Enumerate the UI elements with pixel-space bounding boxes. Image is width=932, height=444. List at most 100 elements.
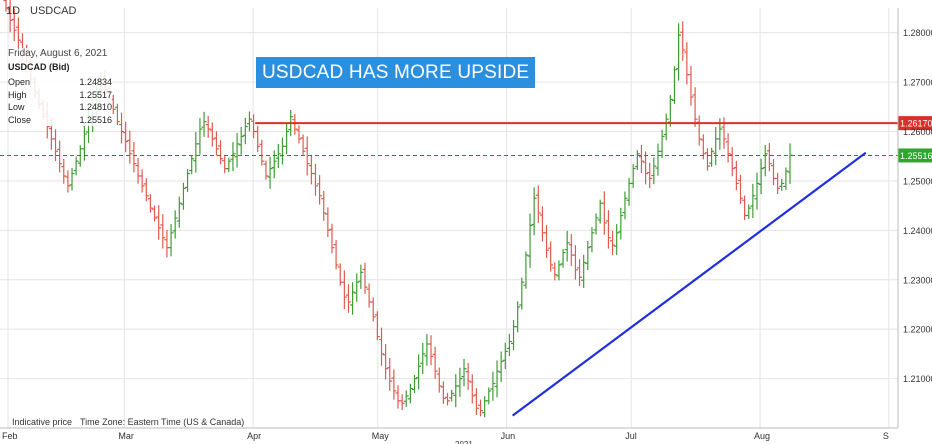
ohlc-bar [325, 207, 331, 238]
y-tick-label: 1.27000 [903, 78, 932, 88]
ohlc-bar [465, 362, 471, 390]
ohlc-bar [762, 145, 768, 177]
ohlc-bar [341, 270, 347, 309]
ohlc-bar [655, 143, 661, 176]
ohlc-bar [383, 344, 389, 380]
ohlc-bar [754, 172, 760, 210]
ohlc-bar [267, 156, 273, 189]
ohlc-bar [539, 206, 545, 242]
ohlc-bar [680, 21, 686, 61]
current-price-label: 1.25516 [900, 151, 932, 161]
ohlc-bar [688, 65, 694, 106]
y-tick-label: 1.28000 [903, 28, 932, 38]
ohlc-bar [131, 142, 137, 173]
ohlc-bar [779, 178, 785, 191]
ohlc-bar [523, 251, 529, 289]
ohlc-bar [663, 113, 669, 141]
ohlc-date: Friday, August 6, 2021 [8, 48, 108, 59]
ohlc-bar [667, 94, 673, 127]
ohlc-bar [630, 163, 636, 189]
ohlc-bar [300, 134, 306, 155]
ohlc-bar [312, 163, 318, 196]
timezone-note: Time Zone: Eastern Time (US & Canada) [80, 417, 245, 427]
ohlc-bar [412, 375, 418, 394]
ohlc-label: Low [8, 102, 25, 112]
ohlc-bars [3, 0, 793, 418]
current-price-tag [898, 148, 932, 163]
ohlc-bar [502, 342, 508, 370]
ohlc-bar [193, 132, 199, 173]
ohlc-bar [676, 23, 682, 81]
ohlc-label: High [8, 89, 27, 100]
resistance-label: 1.26170 [900, 119, 932, 129]
ohlc-bar [511, 320, 517, 351]
ohlc-bar [81, 122, 87, 161]
ohlc-bar [354, 273, 360, 302]
ohlc-bar [572, 245, 578, 280]
timeframe-label[interactable]: 1D [6, 5, 21, 17]
ohlc-bar [152, 205, 158, 222]
ohlc-bar [490, 371, 496, 401]
ohlc-bar [57, 140, 63, 173]
y-tick-label: 1.24000 [903, 226, 932, 236]
ohlc-bar [172, 210, 178, 239]
ohlc-bar [201, 111, 207, 137]
ohlc-bar [420, 343, 426, 375]
ohlc-bar [213, 131, 219, 156]
ohlc-bar [255, 125, 261, 152]
ohlc-label: Open [8, 77, 31, 87]
support-trendline [511, 151, 867, 417]
y-tick-label: 1.21000 [903, 374, 932, 384]
ohlc-bar [713, 127, 719, 166]
ohlc-bar [634, 150, 640, 171]
ohlc-bar [350, 282, 356, 315]
ohlc-bar [684, 42, 690, 85]
ohlc-bar [601, 191, 607, 235]
x-tick-label: May [372, 431, 390, 441]
ohlc-bar [519, 277, 525, 310]
ohlc-bar [15, 17, 21, 50]
ohlc-bar [395, 385, 401, 409]
ohlc-bar [370, 297, 376, 322]
ohlc-bar [345, 284, 351, 313]
ohlc-bar [378, 327, 384, 366]
ohlc-bar [275, 143, 281, 168]
ohlc-bar [234, 133, 240, 168]
x-tick-label: Jul [625, 431, 637, 441]
ohlc-bar [783, 167, 789, 190]
ohlc-bar [469, 374, 475, 404]
ohlc-bar [284, 123, 290, 155]
ohlc-bar [317, 175, 323, 205]
ohlc-bar [610, 230, 616, 255]
ohlc-value: 1.24810 [79, 102, 112, 112]
y-tick-label: 1.26000 [903, 127, 932, 137]
ohlc-bar [577, 259, 583, 287]
ohlc-bar [618, 207, 624, 240]
ohlc-value: 1.24834 [79, 77, 112, 87]
ohlc-bar [424, 334, 430, 366]
ohlc-bar [461, 358, 467, 387]
ohlc-bar [766, 143, 772, 172]
resistance-tag [898, 116, 932, 131]
ohlc-bar [671, 66, 677, 104]
ohlc-bar [531, 187, 537, 236]
ohlc-bar [143, 178, 149, 202]
ohlc-bar [119, 112, 125, 144]
x-tick-label: S [883, 431, 889, 441]
ohlc-bar [737, 174, 743, 204]
ohlc-bar [556, 260, 562, 281]
ohlc-value: 1.25516 [79, 114, 112, 125]
ohlc-bar [453, 374, 459, 408]
ohlc-bar [226, 157, 232, 173]
ohlc-bar [750, 183, 756, 218]
ohlc-bar [643, 151, 649, 185]
symbol-label[interactable]: USDCAD [30, 5, 77, 17]
ohlc-row-open: Open 1.24834 [8, 76, 112, 89]
ohlc-bar [440, 381, 446, 404]
ohlc-bar [449, 389, 455, 402]
y-tick-label: 1.25000 [903, 176, 932, 186]
ohlc-bar [279, 137, 285, 165]
ohlc-bar [515, 301, 521, 333]
ohlc-row-high: High 1.25517 [8, 89, 112, 102]
ohlc-bar [589, 227, 595, 253]
